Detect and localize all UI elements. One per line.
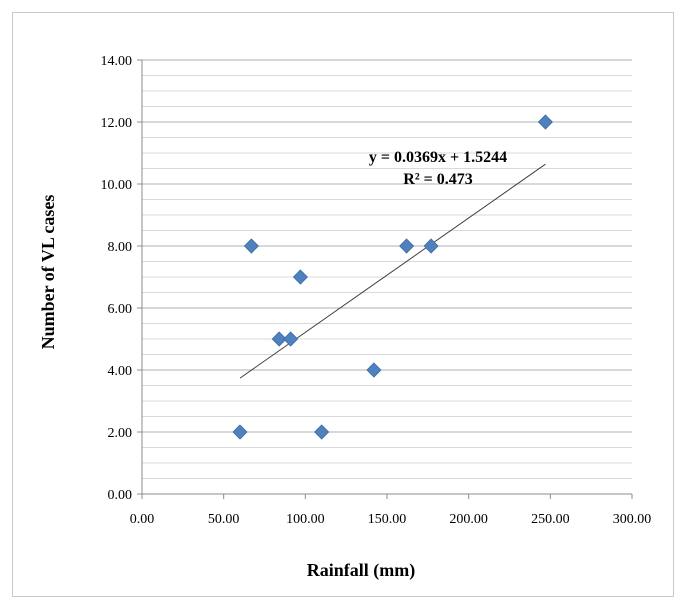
data-points: [232, 114, 553, 440]
x-axis-title: Rainfall (mm): [307, 560, 415, 581]
data-point: [271, 331, 287, 347]
y-tick-label: 4.00: [108, 364, 133, 379]
gridlines: [142, 59, 632, 495]
data-point: [366, 362, 382, 378]
x-tick-label: 300.00: [613, 512, 652, 527]
trendline-group: [239, 163, 546, 379]
trendline-r-squared: R² = 0.473: [403, 171, 472, 188]
x-tick-label: 50.00: [208, 512, 240, 527]
data-point: [232, 424, 248, 440]
data-point: [314, 424, 330, 440]
x-tick-label: 150.00: [368, 512, 407, 527]
x-tick-label: 0.00: [130, 512, 155, 527]
trendline: [239, 163, 546, 379]
y-tick-label: 2.00: [108, 426, 133, 441]
x-tick-label: 200.00: [449, 512, 488, 527]
data-point: [243, 238, 259, 254]
data-point: [292, 269, 308, 285]
trendline-equation: y = 0.0369x + 1.5244: [369, 149, 507, 166]
data-point: [423, 238, 439, 254]
y-tick-label: 12.00: [101, 116, 133, 131]
y-axis-title: Number of VL cases: [38, 195, 58, 350]
y-tick-label: 14.00: [101, 54, 133, 69]
x-tick-labels: 0.00 50.00 100.00 150.00 200.00 250.00 300.00: [130, 512, 652, 527]
data-point: [399, 238, 415, 254]
x-tick-label: 250.00: [531, 512, 570, 527]
y-tick-label: 6.00: [108, 302, 133, 317]
x-tick-label: 100.00: [286, 512, 325, 527]
chart-frame: [12, 12, 674, 597]
y-tick-labels: 0.00 2.00 4.00 6.00 8.00 10.00 12.00 14.00: [101, 54, 133, 503]
y-tick-label: 8.00: [108, 240, 133, 255]
data-point: [537, 114, 553, 130]
data-point: [283, 331, 299, 347]
y-tick-label: 10.00: [101, 178, 133, 193]
y-tick-label: 0.00: [108, 488, 133, 503]
axes: [137, 59, 633, 499]
